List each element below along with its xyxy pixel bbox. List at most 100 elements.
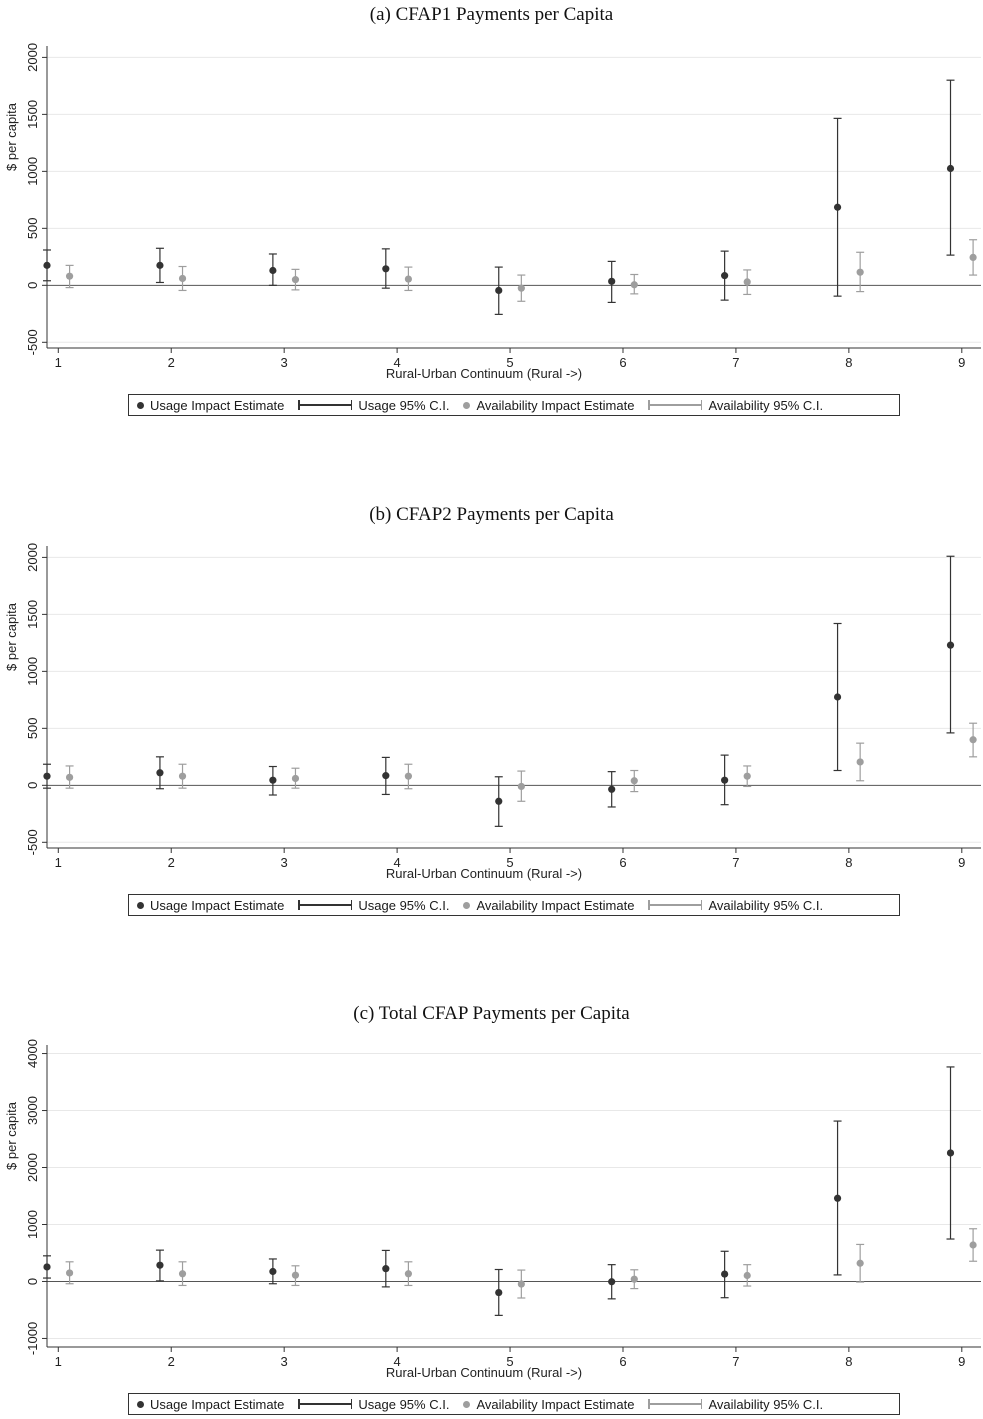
y-tick-label: 1000 <box>25 657 40 686</box>
x-tick-label: 8 <box>845 855 852 870</box>
y-tick-label: -1000 <box>25 1322 40 1355</box>
x-tick-label: 4 <box>393 355 400 370</box>
legend-usage-estimate: Usage Impact Estimate <box>137 1397 284 1412</box>
y-tick-label: 0 <box>25 1278 40 1285</box>
x-tick-label: 8 <box>845 355 852 370</box>
x-tick-label: 7 <box>732 1354 739 1369</box>
usage-point <box>43 772 51 780</box>
x-tick-label: 2 <box>168 355 175 370</box>
chart-title: (a) CFAP1 Payments per Capita <box>369 4 614 25</box>
x-tick-label: 1 <box>55 355 62 370</box>
usage-point <box>608 1278 616 1286</box>
x-tick-label: 7 <box>732 855 739 870</box>
y-tick-label: 0 <box>25 782 40 789</box>
usage-point <box>382 772 390 780</box>
availability-point <box>630 281 638 289</box>
usage-point <box>269 776 277 784</box>
usage-point <box>833 203 842 211</box>
x-axis-label: Rural-Urban Continuum (Rural ->) <box>386 1365 582 1380</box>
y-tick-label: 4000 <box>25 1039 40 1068</box>
chart-panel-c: (c) Total CFAP Payments per Capita -1000… <box>0 999 983 1419</box>
legend-availability-ci: Availability 95% C.I. <box>648 898 823 913</box>
chart-title: (c) Total CFAP Payments per Capita <box>353 1003 630 1024</box>
chart-title: (b) CFAP2 Payments per Capita <box>369 504 614 525</box>
availability-point <box>65 773 74 781</box>
chart-plot-a: -500 0 500 1000 1500 2000 1 2 3 4 5 6 7 8 9 Rural-Urban… <box>4 43 981 381</box>
usage-point <box>946 641 955 649</box>
error-bar-icon <box>298 1399 353 1409</box>
legend-usage-estimate: Usage Impact Estimate <box>137 398 284 413</box>
y-axis-label: $ per capita <box>4 102 19 171</box>
dot-icon <box>463 1400 471 1408</box>
availability-point <box>856 268 864 276</box>
x-tick-label: 9 <box>958 1354 965 1369</box>
availability-point <box>969 253 977 261</box>
availability-point <box>856 758 864 766</box>
y-tick-label: -500 <box>25 829 40 855</box>
y-tick-label: -500 <box>25 329 40 355</box>
y-tick-label: 500 <box>25 217 40 239</box>
availability-point <box>404 275 413 283</box>
availability-point <box>743 1271 751 1280</box>
usage-point <box>382 265 390 273</box>
y-tick-label: 2000 <box>25 1153 40 1182</box>
availability-point <box>517 782 525 791</box>
y-tick-label: 1500 <box>25 100 40 129</box>
dot-icon <box>463 901 471 909</box>
legend-usage-ci: Usage 95% C.I. <box>298 398 449 413</box>
usage-point <box>608 277 616 285</box>
x-tick-label: 3 <box>281 355 288 370</box>
x-tick-label: 6 <box>619 1354 626 1369</box>
error-bar-icon <box>648 900 703 910</box>
x-tick-label: 3 <box>281 855 288 870</box>
x-tick-label: 5 <box>506 855 513 870</box>
availability-point <box>404 772 413 780</box>
usage-point <box>495 1288 503 1297</box>
usage-point <box>156 769 164 777</box>
availability-point <box>291 276 300 284</box>
availability-point <box>178 274 187 283</box>
chart-plot-b: -500 0 500 1000 1500 2000 1 2 3 4 5 6 7 8 9 Rural-Urban… <box>4 543 981 881</box>
availability-point <box>969 1241 977 1249</box>
chart-panel-b: (b) CFAP2 Payments per Capita -500 0 500 10… <box>0 500 983 920</box>
dot-icon <box>137 901 144 909</box>
y-tick-label: 1500 <box>25 600 40 629</box>
x-axis-label: Rural-Urban Continuum (Rural ->) <box>386 866 582 881</box>
y-tick-label: 3000 <box>25 1096 40 1125</box>
availability-point <box>291 774 300 783</box>
chart-plot-c: -1000 0 1000 2000 3000 4000 1 2 3 4 5 6 7 8 9 Rural-Urb… <box>4 1039 981 1380</box>
dot-icon <box>137 401 144 409</box>
usage-point <box>721 776 729 784</box>
availability-point <box>517 284 525 292</box>
usage-point <box>495 286 503 295</box>
legend-usage-estimate: Usage Impact Estimate <box>137 898 284 913</box>
availability-point <box>178 772 187 780</box>
availability-point <box>743 772 751 780</box>
y-tick-label: 2000 <box>25 543 40 572</box>
x-tick-label: 1 <box>55 1354 62 1369</box>
chart-legend: Usage Impact Estimate Usage 95% C.I. Ava… <box>128 894 900 916</box>
x-tick-label: 9 <box>958 355 965 370</box>
x-tick-label: 6 <box>619 355 626 370</box>
chart-panel-a: (a) CFAP1 Payments per Capita -500 0 500 10… <box>0 0 983 420</box>
availability-point <box>517 1280 525 1288</box>
availability-point <box>630 777 638 785</box>
availability-point <box>630 1275 638 1283</box>
error-bar-icon <box>298 900 353 910</box>
legend-usage-ci: Usage 95% C.I. <box>298 898 449 913</box>
legend-availability-estimate: Availability Impact Estimate <box>463 398 634 413</box>
availability-point <box>404 1270 413 1278</box>
usage-point <box>608 785 616 793</box>
x-tick-label: 4 <box>393 855 400 870</box>
error-bar-icon <box>648 1399 703 1409</box>
usage-point <box>946 1149 955 1157</box>
y-tick-label: 0 <box>25 282 40 289</box>
dot-icon <box>463 401 471 409</box>
usage-point <box>833 1194 842 1202</box>
usage-point <box>43 1263 51 1271</box>
y-tick-label: 500 <box>25 717 40 739</box>
usage-point <box>946 164 955 173</box>
legend-usage-ci: Usage 95% C.I. <box>298 1397 449 1412</box>
dot-icon <box>137 1400 144 1408</box>
y-axis-label: $ per capita <box>4 1101 19 1170</box>
